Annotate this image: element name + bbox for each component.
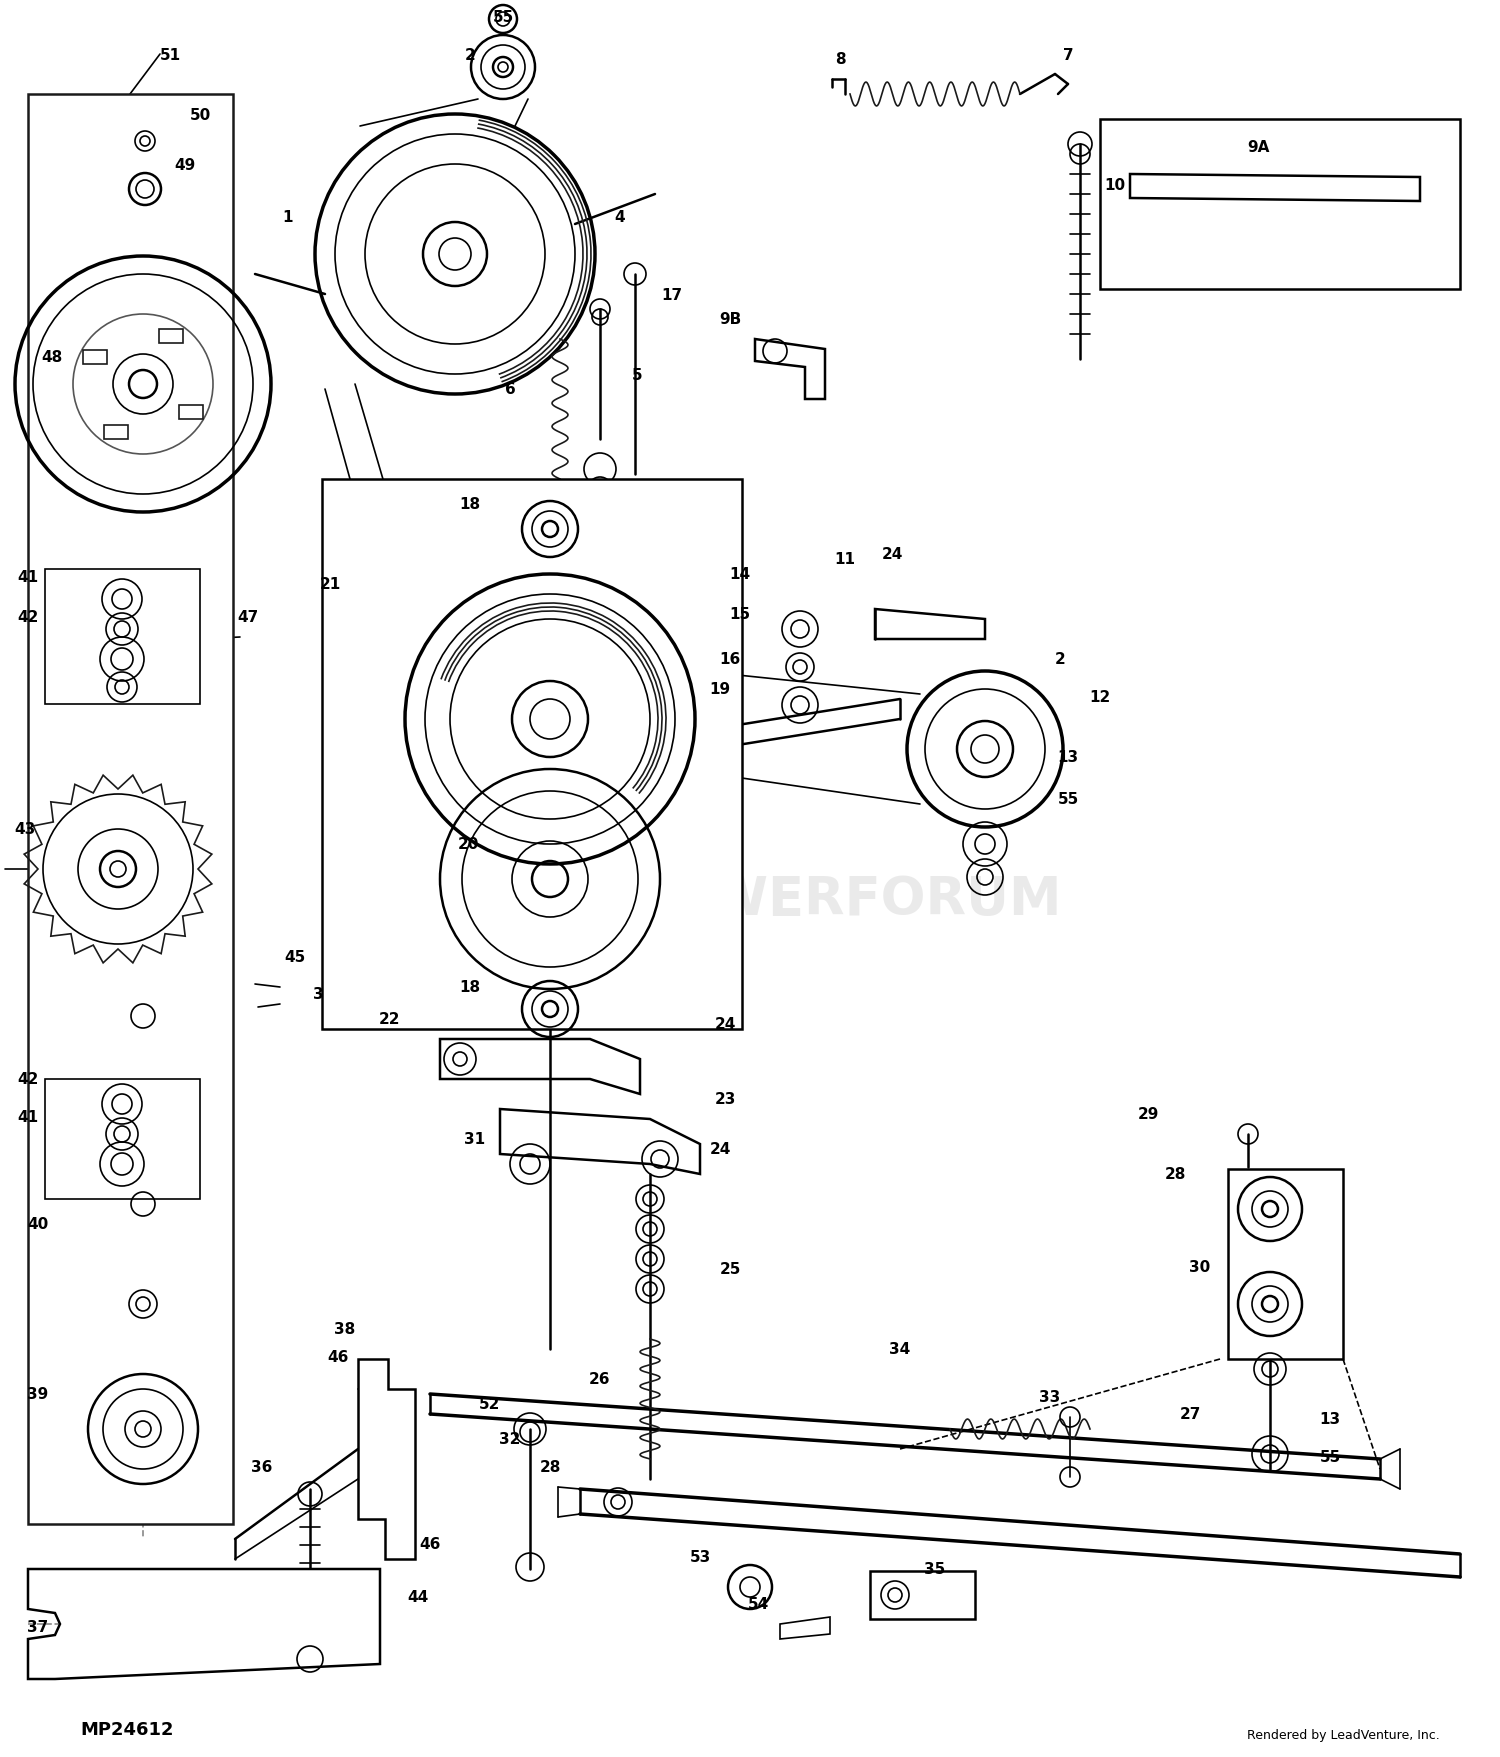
- Text: 46: 46: [420, 1537, 441, 1551]
- Text: 24: 24: [714, 1017, 735, 1031]
- Text: 29: 29: [1137, 1107, 1158, 1123]
- Text: 52: 52: [480, 1397, 501, 1411]
- Text: 25: 25: [720, 1262, 741, 1277]
- Text: 20: 20: [458, 836, 478, 852]
- Bar: [1228, 1170, 1342, 1360]
- Bar: [870, 1571, 975, 1620]
- Text: 5: 5: [632, 367, 642, 383]
- Text: 42: 42: [18, 1072, 39, 1088]
- Text: 55: 55: [1320, 1450, 1341, 1465]
- Text: 23: 23: [714, 1091, 735, 1107]
- Text: 24: 24: [882, 546, 903, 562]
- Text: 32: 32: [500, 1432, 520, 1446]
- Text: 26: 26: [590, 1372, 610, 1386]
- Text: 24: 24: [710, 1142, 730, 1156]
- Text: 16: 16: [720, 652, 741, 668]
- Polygon shape: [358, 1360, 416, 1558]
- Text: 19: 19: [710, 682, 730, 698]
- Text: 33: 33: [1040, 1390, 1060, 1404]
- Text: 21: 21: [320, 576, 340, 592]
- Bar: [322, 480, 742, 1030]
- Text: 22: 22: [380, 1012, 400, 1026]
- Text: 17: 17: [662, 288, 682, 302]
- Bar: [45, 1079, 200, 1200]
- Bar: [28, 95, 233, 1523]
- Text: 39: 39: [27, 1386, 48, 1402]
- Text: 55: 55: [1058, 792, 1078, 806]
- Text: 45: 45: [285, 951, 306, 965]
- Text: 41: 41: [18, 571, 39, 585]
- Text: 40: 40: [27, 1218, 48, 1232]
- Text: 47: 47: [237, 610, 258, 625]
- Text: 4: 4: [615, 211, 626, 225]
- Text: 44: 44: [408, 1590, 429, 1604]
- Text: 37: 37: [27, 1620, 48, 1634]
- Text: 13: 13: [1058, 750, 1078, 764]
- Text: 28: 28: [540, 1460, 561, 1474]
- Text: 28: 28: [1164, 1167, 1185, 1182]
- Text: 7: 7: [1062, 47, 1074, 63]
- Text: 2: 2: [1054, 652, 1065, 668]
- Text: 46: 46: [327, 1349, 348, 1365]
- Bar: [1100, 119, 1460, 290]
- Text: 11: 11: [834, 552, 855, 568]
- Text: Rendered by LeadVenture, Inc.: Rendered by LeadVenture, Inc.: [1248, 1729, 1440, 1741]
- Text: 31: 31: [465, 1132, 486, 1147]
- Text: 50: 50: [189, 107, 210, 123]
- Text: 15: 15: [729, 608, 750, 622]
- Text: 9A: 9A: [1246, 141, 1269, 155]
- Text: 13: 13: [1320, 1411, 1341, 1427]
- Text: 53: 53: [690, 1550, 711, 1565]
- Text: 9B: 9B: [718, 313, 741, 327]
- Text: 6: 6: [504, 383, 516, 397]
- Text: 41: 41: [18, 1110, 39, 1124]
- Bar: [45, 569, 200, 705]
- Text: 2: 2: [465, 47, 476, 63]
- Text: 27: 27: [1179, 1407, 1200, 1421]
- Text: 49: 49: [174, 158, 195, 172]
- Text: 48: 48: [42, 350, 63, 365]
- Text: 34: 34: [890, 1342, 910, 1356]
- Text: 43: 43: [15, 822, 36, 836]
- Text: LAWNMOWERFORUM: LAWNMOWERFORUM: [438, 873, 1062, 926]
- Text: 35: 35: [924, 1562, 945, 1576]
- Polygon shape: [28, 1569, 380, 1680]
- Text: 12: 12: [1089, 691, 1110, 705]
- Text: 18: 18: [459, 497, 480, 513]
- Text: 10: 10: [1104, 177, 1125, 192]
- Text: 18: 18: [459, 980, 480, 994]
- Text: 8: 8: [834, 53, 846, 67]
- Text: 55: 55: [492, 11, 513, 26]
- Text: MP24612: MP24612: [80, 1720, 174, 1738]
- Text: 42: 42: [18, 610, 39, 625]
- Text: 14: 14: [729, 568, 750, 582]
- Text: 30: 30: [1190, 1260, 1210, 1276]
- Text: 36: 36: [252, 1460, 273, 1474]
- Text: 3: 3: [312, 987, 324, 1001]
- Text: 54: 54: [747, 1597, 768, 1611]
- Text: 51: 51: [159, 47, 180, 63]
- Text: 1: 1: [282, 211, 294, 225]
- Text: 38: 38: [334, 1321, 356, 1337]
